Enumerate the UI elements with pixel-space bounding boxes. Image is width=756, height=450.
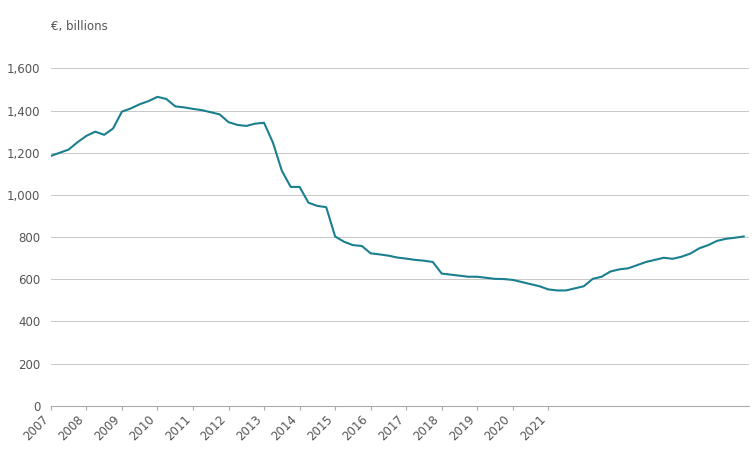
- Text: €, billions: €, billions: [51, 20, 107, 33]
